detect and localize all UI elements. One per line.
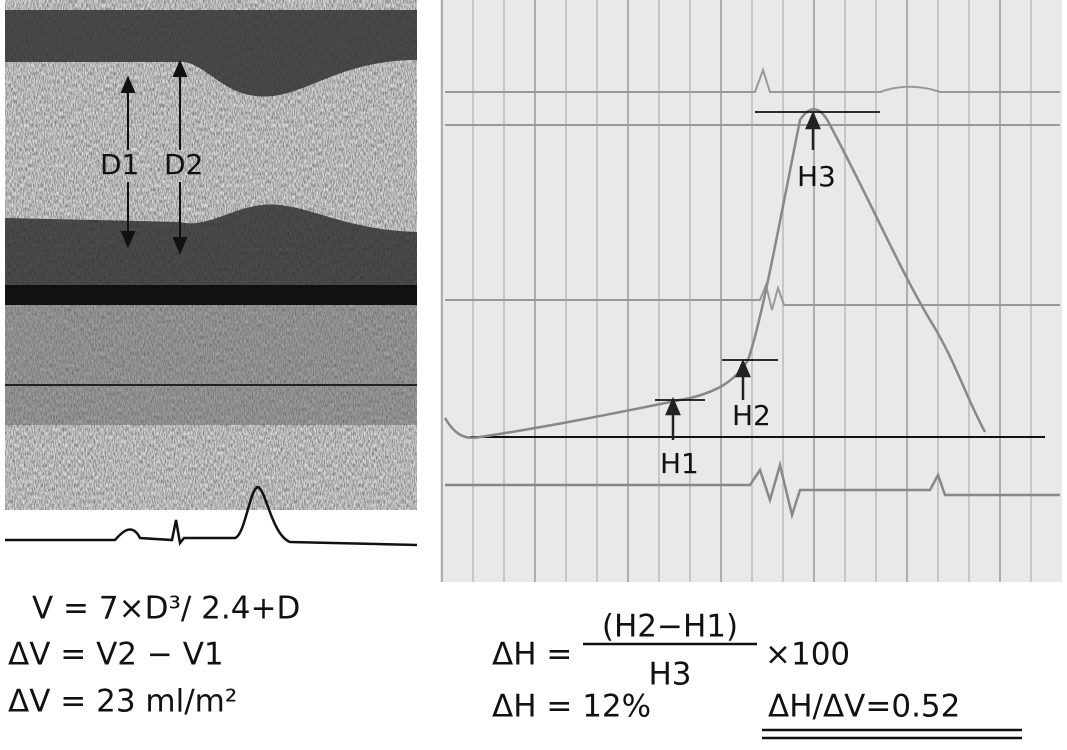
label-h1: H1 — [660, 447, 699, 480]
label-d2: D2 — [164, 148, 203, 181]
echo-panel: D1 D2 — [5, 0, 418, 550]
formula-delta-v-value: ΔV = 23 ml/m² — [8, 684, 237, 720]
formula-denominator: H3 — [648, 657, 691, 693]
pressure-panel: H1 H2 H3 — [440, 0, 1062, 582]
label-h3: H3 — [797, 160, 836, 193]
formula-factor: ×100 — [765, 637, 850, 673]
label-d1: D1 — [100, 148, 139, 181]
formula-numerator: (H2−H1) — [602, 609, 738, 645]
formulas: V = 7×D³/ 2.4+D ΔV = V2 − V1 ΔV = 23 ml/… — [8, 591, 1022, 740]
formula-delta-h-lhs: ΔH = — [492, 637, 572, 673]
formula-ratio: ΔH/ΔV=0.52 — [768, 689, 960, 725]
formula-volume: V = 7×D³/ 2.4+D — [32, 591, 300, 627]
label-h2: H2 — [732, 399, 771, 432]
formula-delta-h-value: ΔH = 12% — [492, 689, 651, 725]
formula-delta-v: ΔV = V2 − V1 — [8, 637, 224, 673]
